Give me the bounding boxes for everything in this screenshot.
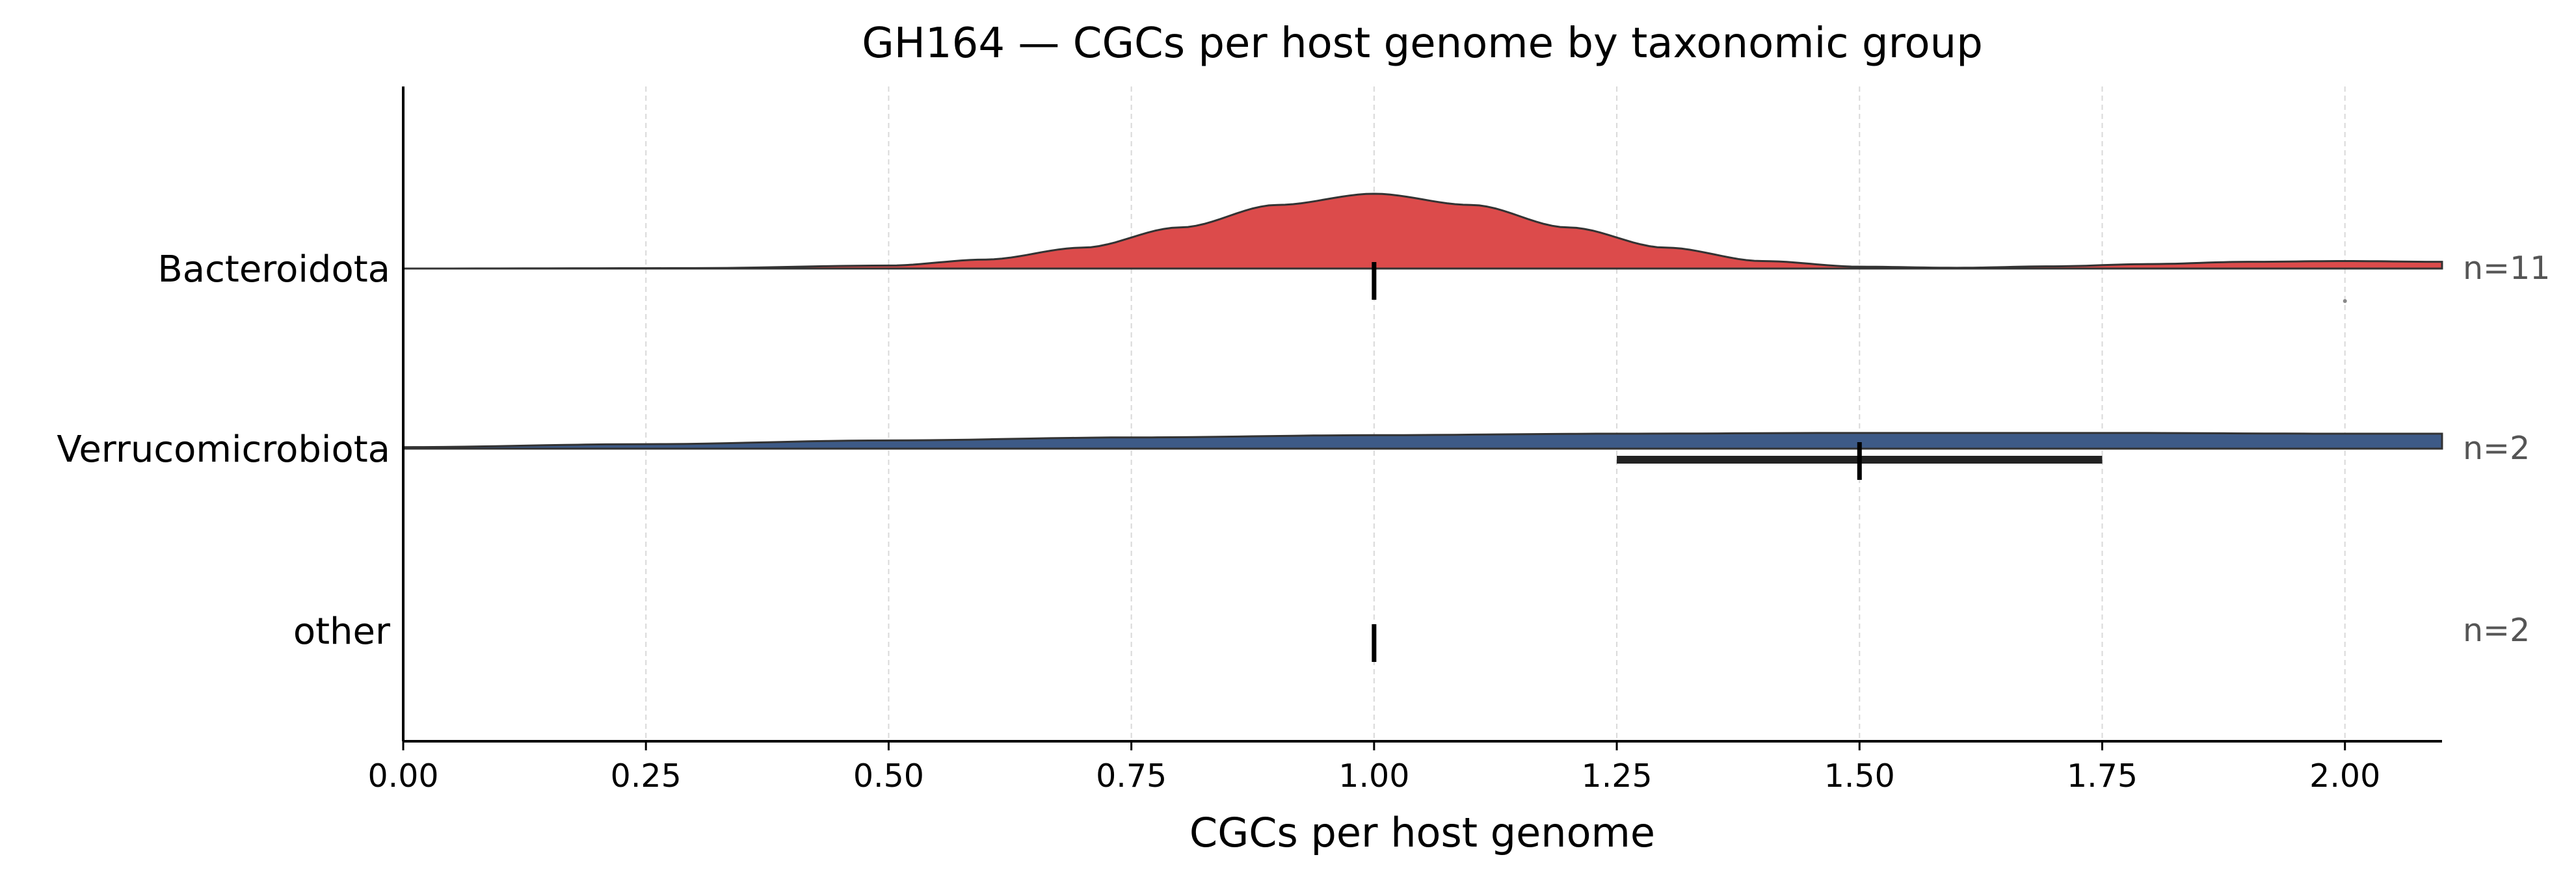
x-gridlines xyxy=(645,86,2346,741)
group-label: other xyxy=(293,611,391,653)
chart-title: GH164 — CGCs per host genome by taxonomi… xyxy=(862,20,1983,68)
x-tick-label: 1.50 xyxy=(1824,758,1895,795)
axes xyxy=(402,86,2442,743)
x-tick-label: 2.00 xyxy=(2309,758,2380,795)
group-label: Verrucomicrobiota xyxy=(57,428,390,471)
density-ridge xyxy=(402,432,2443,450)
density-ridge xyxy=(403,192,2443,270)
median-iqr-markers xyxy=(1372,262,2347,662)
x-tick-label: 0.25 xyxy=(611,758,682,795)
x-axis-label: CGCs per host genome xyxy=(1189,809,1655,856)
x-ticks: 0.00 0.25 0.50 0.75 1.00 1.25 1.50 1.75 2.00 xyxy=(367,741,2380,795)
x-tick-label: 1.75 xyxy=(2067,758,2138,795)
density-ridges xyxy=(402,192,2443,450)
x-tick-label: 0.50 xyxy=(853,758,924,795)
count-label: n=2 xyxy=(2463,612,2530,649)
x-tick-label: 1.00 xyxy=(1338,758,1409,795)
x-tick-label: 0.75 xyxy=(1096,758,1167,795)
group-label: Bacteroidota xyxy=(157,248,390,291)
count-label: n=11 xyxy=(2463,250,2550,287)
count-labels: n=11 n=2 n=2 xyxy=(2463,250,2550,649)
group-labels: Bacteroidota Verrucomicrobiota other xyxy=(57,248,391,653)
x-tick-label: 0.00 xyxy=(367,758,438,795)
x-tick-label: 1.25 xyxy=(1582,758,1653,795)
outlier-point xyxy=(2343,299,2347,303)
count-label: n=2 xyxy=(2463,430,2530,467)
